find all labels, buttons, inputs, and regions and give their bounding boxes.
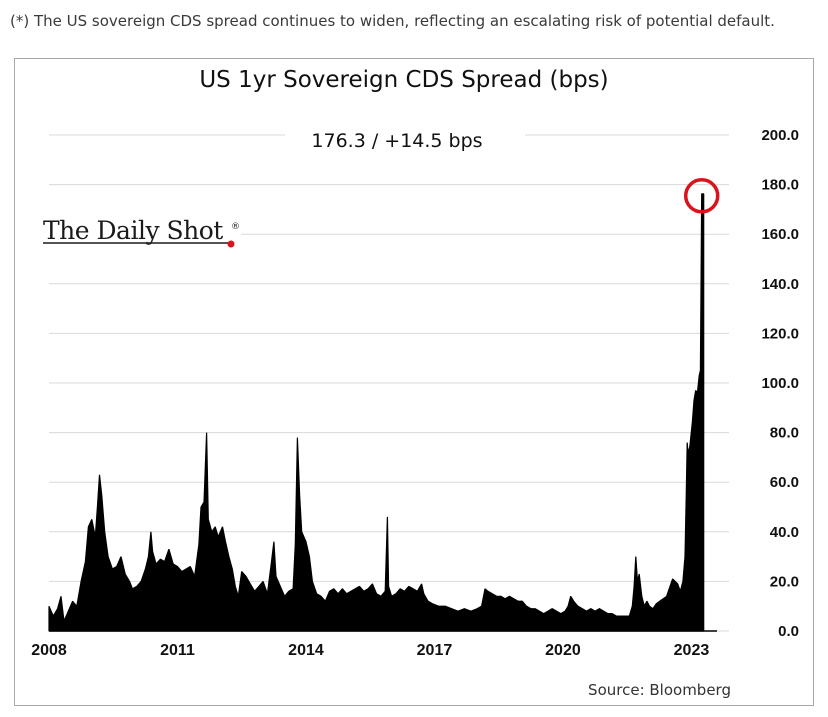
brand-logo: The Daily Shot ®: [39, 211, 241, 248]
y-tick-label: 40.0: [770, 524, 799, 541]
chart-frame: US 1yr Sovereign CDS Spread (bps) 0.0 20.…: [14, 58, 814, 706]
y-axis-ticks: 0.0 20.0 40.0 60.0 80.0 100.0 120.0 140.0 160.0 1…: [761, 127, 799, 640]
subtitle-background: [285, 121, 525, 157]
brand-mark: ®: [231, 222, 240, 232]
y-tick-label: 80.0: [770, 425, 799, 442]
x-tick-label: 2023: [674, 642, 710, 659]
y-tick-label: 60.0: [770, 474, 799, 491]
y-tick-label: 200.0: [761, 127, 799, 144]
cds-spread-area: [48, 193, 705, 632]
y-tick-label: 100.0: [761, 375, 799, 392]
latest-value-highlight-circle: [683, 178, 720, 214]
x-tick-label: 2017: [417, 642, 453, 659]
x-axis-ticks: 2008 2011 2014 2017 2020 2023: [31, 642, 709, 659]
y-tick-label: 160.0: [761, 226, 799, 243]
y-tick-label: 180.0: [761, 177, 799, 194]
x-tick-label: 2014: [288, 642, 324, 659]
y-tick-label: 20.0: [770, 573, 799, 590]
y-tick-label: 0.0: [778, 623, 799, 640]
y-tick-label: 140.0: [761, 276, 799, 293]
chart-subtitle: 176.3 / +14.5 bps: [311, 130, 482, 152]
x-tick-label: 2020: [545, 642, 581, 659]
series-area: [48, 193, 717, 632]
source-note: Source: Bloomberg: [588, 681, 731, 699]
x-tick-label: 2011: [160, 642, 195, 659]
brand-dot: [227, 240, 235, 248]
brand-background: [39, 211, 241, 245]
brand-name: The Daily Shot: [43, 216, 223, 245]
x-tick-label: 2008: [31, 642, 67, 659]
figure-caption: (*) The US sovereign CDS spread continue…: [10, 12, 775, 30]
chart-title: US 1yr Sovereign CDS Spread (bps): [199, 67, 608, 93]
cds-spread-chart: US 1yr Sovereign CDS Spread (bps) 0.0 20.…: [31, 67, 799, 699]
y-tick-label: 120.0: [761, 325, 799, 342]
